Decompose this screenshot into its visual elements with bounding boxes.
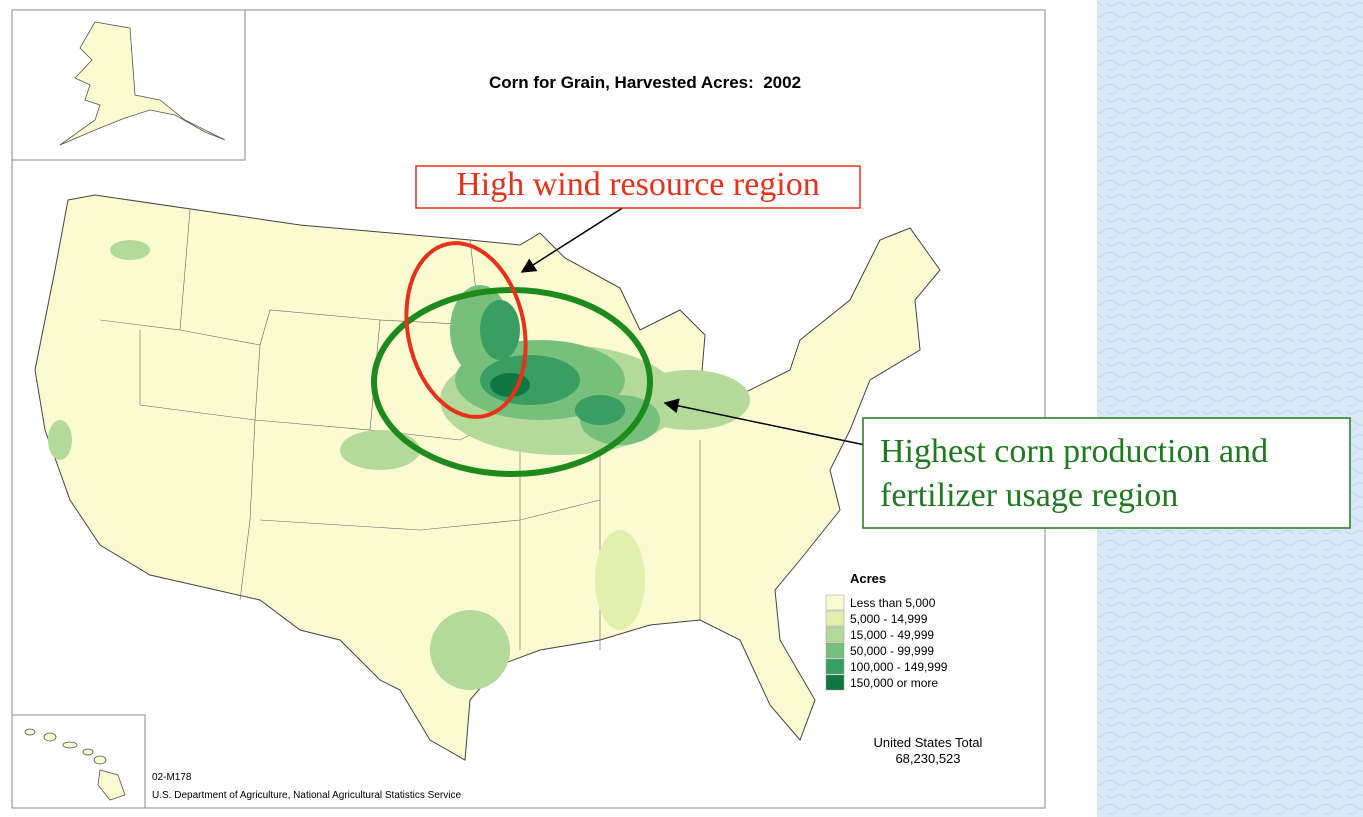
wind-ellipse [404,241,528,419]
total-value: 68,230,523 [895,751,960,766]
source-agency: U.S. Department of Agriculture, National… [152,790,461,801]
total-label: United States Total [874,735,983,750]
production-box [862,417,1351,529]
side-texture [1097,0,1363,817]
source-code: 02-M178 [152,772,192,783]
legend-swatch [825,674,845,691]
legend-label: 50,000 - 99,999 [850,644,934,658]
legend-swatch [825,626,845,643]
production-label-line: fertilizer usage region [880,477,1178,514]
wind-arrow [520,199,636,273]
corn-belt-shading [48,240,750,690]
alaska [59,21,226,146]
legend-label: 15,000 - 49,999 [850,628,934,642]
legend-label: Less than 5,000 [850,596,936,610]
legend-label: 5,000 - 14,999 [850,612,928,626]
legend: Acres Less than 5,000 5,000 - 14,999 15,00… [825,571,948,691]
production-label-line: Highest corn production and [880,433,1268,470]
legend-label: 100,000 - 149,999 [850,660,948,674]
legend-swatch [825,658,845,675]
map-title: Corn for Grain, Harvested Acres: 2002 [489,73,801,92]
production-arrow [663,398,866,446]
legend-swatch [825,594,845,611]
wind-label: High wind resource region [456,166,820,203]
legend-title: Acres [850,571,886,586]
legend-swatch [825,642,845,659]
legend-label: 150,000 or more [850,676,938,690]
wind-box [415,165,861,209]
legend-swatch [825,610,845,627]
hawaii [24,728,126,801]
contiguous-us [34,194,941,761]
